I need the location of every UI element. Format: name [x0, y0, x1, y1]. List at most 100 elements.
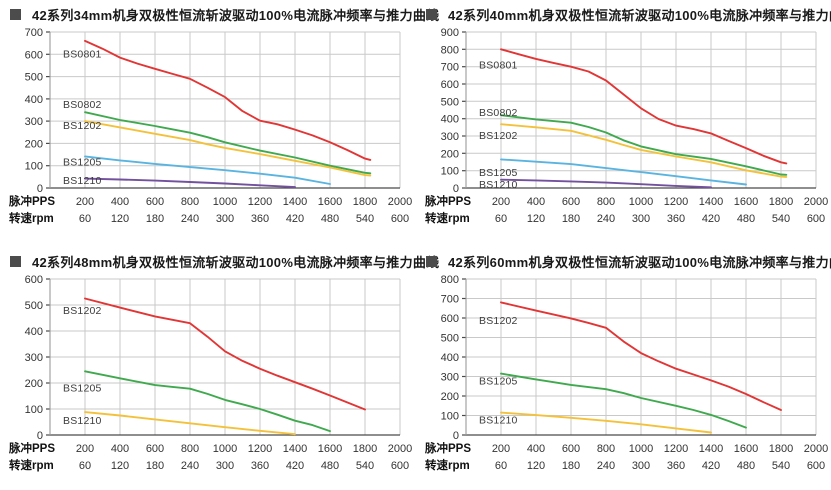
x-tick-label-pps: 1400 [699, 196, 723, 208]
x-tick-label-rpm: 180 [562, 213, 580, 225]
x-tick-label-rpm: 600 [807, 460, 825, 472]
curve-BS1202 [500, 123, 788, 178]
chart-block-40mm: 42系列40mm机身双极性恒流斩波驱动100%电流脉冲频率与推力曲线 900 80… [424, 4, 831, 234]
y-tick-label: 400 [25, 326, 43, 338]
curve-BS1205 [500, 158, 747, 186]
chart-title-text: 42系列34mm机身双极性恒流斩波驱动100%电流脉冲频率与推力曲线 [32, 7, 440, 23]
x-tick-label-pps: 600 [146, 196, 164, 208]
x-tick-label-pps: 1800 [769, 443, 793, 455]
y-tick-label: 0 [453, 183, 459, 195]
x-axis-row-label-rpm: 转速rpm [425, 458, 470, 472]
curve-BS1202 [84, 297, 366, 411]
x-tick-label-rpm: 480 [321, 460, 339, 472]
x-tick-label-pps: 1200 [248, 443, 272, 455]
chart-title-text: 42系列40mm机身双极性恒流斩波驱动100%电流脉冲频率与推力曲线 [448, 7, 831, 23]
curve-BS1202 [500, 301, 782, 411]
curve-BS0801 [500, 48, 788, 165]
chart-header-48mm: 42系列48mm机身双极性恒流斩波驱动100%电流脉冲频率与推力曲线 [8, 251, 439, 271]
x-tick-label-pps: 800 [181, 196, 199, 208]
x-tick-label-pps: 1400 [283, 196, 307, 208]
x-tick-label-rpm: 600 [391, 213, 409, 225]
series-label-BS1210: BS1210 [63, 415, 102, 427]
y-tick-label: 300 [25, 116, 43, 128]
y-tick-label: 300 [441, 372, 459, 384]
y-tick-label: 300 [441, 131, 459, 143]
y-tick-label: 600 [441, 79, 459, 91]
x-tick-label-pps: 1200 [664, 196, 688, 208]
x-tick-label-pps: 200 [76, 196, 94, 208]
y-tick-label: 500 [441, 333, 459, 345]
x-tick-label-rpm: 600 [391, 460, 409, 472]
chart-header-34mm: 42系列34mm机身双极性恒流斩波驱动100%电流脉冲频率与推力曲线 [8, 4, 439, 24]
series-label-BS1202: BS1202 [63, 305, 102, 317]
x-tick-label-rpm: 420 [702, 460, 720, 472]
series-label-BS1205: BS1205 [479, 375, 518, 387]
series-label-BS1205: BS1205 [63, 382, 102, 394]
x-tick-label-rpm: 60 [495, 460, 507, 472]
x-tick-label-rpm: 540 [772, 460, 790, 472]
x-tick-label-pps: 1200 [664, 443, 688, 455]
x-tick-label-rpm: 360 [251, 213, 269, 225]
curve-BS1202 [84, 120, 372, 177]
x-tick-label-pps: 1000 [213, 443, 237, 455]
x-tick-label-pps: 600 [562, 196, 580, 208]
series-label-BS0802: BS0802 [63, 99, 102, 111]
x-tick-label-rpm: 120 [527, 213, 545, 225]
x-tick-label-pps: 200 [492, 196, 510, 208]
x-tick-label-pps: 1400 [699, 443, 723, 455]
y-tick-label: 100 [441, 166, 459, 178]
y-tick-label: 500 [441, 96, 459, 108]
series-label-BS1202: BS1202 [479, 315, 518, 327]
x-tick-label-rpm: 300 [632, 460, 650, 472]
y-tick-label: 0 [37, 430, 43, 442]
x-tick-label-rpm: 300 [216, 213, 234, 225]
x-tick-label-rpm: 180 [146, 460, 164, 472]
series-label-BS1202: BS1202 [63, 120, 102, 132]
y-tick-label: 700 [441, 294, 459, 306]
x-tick-label-rpm: 240 [181, 460, 199, 472]
chart-block-48mm: 42系列48mm机身双极性恒流斩波驱动100%电流脉冲频率与推力曲线 600 50… [8, 251, 439, 481]
series-label-BS1205: BS1205 [479, 167, 518, 179]
square-bullet-icon [426, 8, 437, 20]
curve-BS0802 [500, 114, 788, 176]
curve-BS0802 [84, 111, 372, 175]
curve-BS1205 [500, 372, 747, 429]
series-label-BS1205: BS1205 [63, 157, 102, 169]
x-tick-label-rpm: 480 [737, 460, 755, 472]
curve-BS1210 [500, 178, 712, 189]
x-tick-label-rpm: 360 [667, 213, 685, 225]
x-tick-label-rpm: 60 [495, 213, 507, 225]
x-tick-label-pps: 1000 [629, 443, 653, 455]
series-label-BS0802: BS0802 [479, 107, 518, 119]
x-tick-label-pps: 1200 [248, 196, 272, 208]
x-tick-label-rpm: 540 [356, 213, 374, 225]
x-tick-label-pps: 1000 [213, 196, 237, 208]
x-tick-label-rpm: 120 [111, 460, 129, 472]
x-tick-label-pps: 2000 [388, 196, 412, 208]
x-tick-label-pps: 800 [597, 196, 615, 208]
x-tick-label-pps: 1000 [629, 196, 653, 208]
square-bullet-icon [10, 255, 21, 267]
x-tick-label-pps: 400 [111, 196, 129, 208]
y-tick-label: 400 [441, 114, 459, 126]
chart-title-text: 42系列60mm机身双极性恒流斩波驱动100%电流脉冲频率与推力曲线 [448, 254, 831, 270]
y-tick-label: 400 [25, 94, 43, 106]
curve-BS1210 [500, 411, 712, 434]
x-tick-label-pps: 2000 [804, 196, 828, 208]
x-axis-row-label-rpm: 转速rpm [9, 458, 54, 472]
y-tick-label: 900 [441, 27, 459, 39]
x-tick-label-rpm: 240 [181, 213, 199, 225]
x-tick-label-pps: 1400 [283, 443, 307, 455]
x-tick-label-pps: 1800 [769, 196, 793, 208]
curve-BS1210 [84, 177, 296, 189]
chart-block-60mm: 42系列60mm机身双极性恒流斩波驱动100%电流脉冲频率与推力曲线 800 70… [424, 251, 831, 481]
series-label-BS1202: BS1202 [479, 130, 518, 142]
x-tick-label-rpm: 420 [286, 460, 304, 472]
x-tick-label-pps: 400 [111, 443, 129, 455]
x-tick-label-rpm: 240 [597, 460, 615, 472]
x-tick-label-rpm: 540 [772, 213, 790, 225]
x-tick-label-rpm: 300 [632, 213, 650, 225]
y-tick-label: 700 [25, 27, 43, 39]
